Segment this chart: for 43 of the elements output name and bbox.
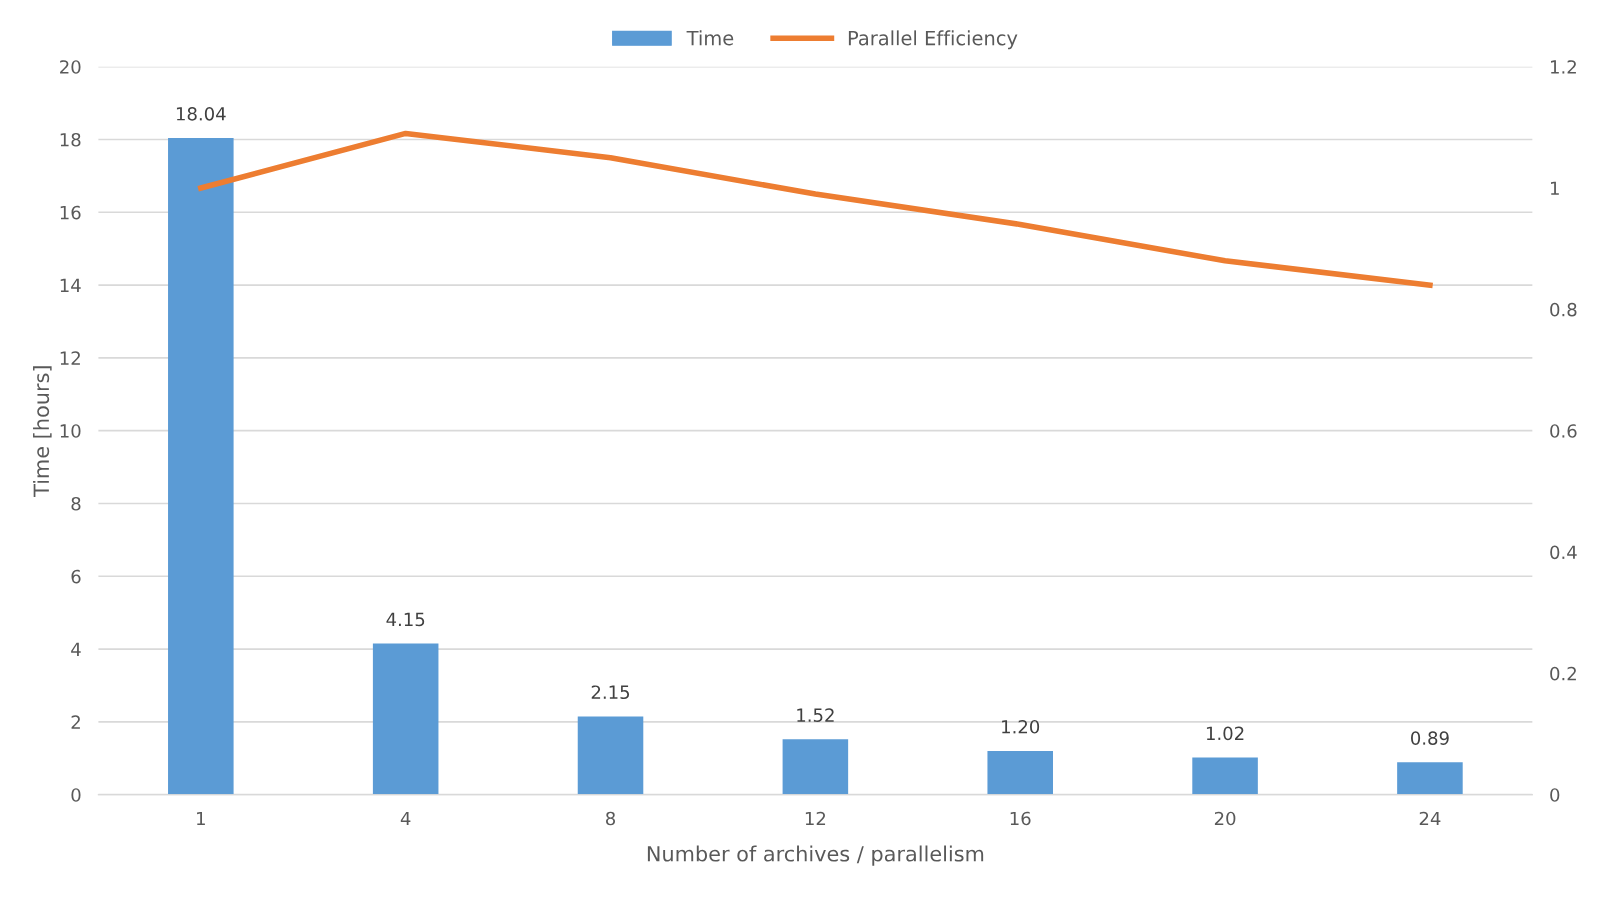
- y2-tick-label: 0.4: [1550, 545, 1577, 560]
- y-tick-label: 12: [60, 351, 80, 365]
- x-tick-label: 8: [606, 811, 616, 826]
- x-tick-label: 20: [1214, 811, 1236, 826]
- y-tick-label: 4: [71, 642, 81, 656]
- data-label: 1.02: [1206, 726, 1244, 741]
- legend-label: Time: [686, 30, 734, 46]
- y-tick-label: 0: [71, 788, 81, 802]
- y-axis-title: Time [hours]: [33, 366, 52, 497]
- bar: [168, 138, 234, 795]
- x-tick-label: 4: [400, 811, 411, 826]
- y2-tick-label: 1.2: [1551, 60, 1576, 74]
- y2-tick-label: 0.6: [1550, 424, 1577, 438]
- bar: [1397, 762, 1463, 795]
- y2-tick-label: 0.2: [1550, 666, 1576, 681]
- data-label: 0.89: [1411, 731, 1449, 745]
- bar: [782, 739, 849, 795]
- data-label: 4.15: [386, 612, 425, 627]
- bar: [372, 643, 439, 795]
- y-tick-label: 10: [60, 424, 81, 438]
- bar: [577, 716, 644, 795]
- y-tick-label: 16: [60, 205, 81, 220]
- y-tick-label: 18: [60, 132, 81, 147]
- y-tick-label: 8: [71, 496, 81, 511]
- x-tick-label: 12: [805, 811, 826, 826]
- x-tick-label: 24: [1419, 811, 1441, 826]
- y2-tick-label: 0.8: [1550, 302, 1577, 317]
- x-tick-label: 1: [197, 811, 205, 826]
- x-tick-label: 16: [1010, 811, 1031, 826]
- y2-tick-label: 1: [1551, 181, 1559, 195]
- data-label: 1.52: [797, 708, 834, 722]
- bar: [1192, 757, 1258, 795]
- y-tick-label: 6: [71, 569, 81, 584]
- y-tick-label: 20: [60, 60, 81, 74]
- x-axis-title: Number of archives / parallelism: [647, 845, 984, 866]
- bar: [987, 751, 1053, 795]
- data-label: 2.15: [591, 685, 630, 700]
- data-label: 1.20: [1002, 719, 1040, 734]
- y-tick-label: 2: [71, 715, 80, 729]
- y2-tick-label: 0: [1550, 788, 1560, 802]
- legend-label: Parallel Efficiency: [848, 30, 1018, 50]
- data-label: 18.04: [176, 106, 226, 121]
- y-tick-label: 14: [60, 278, 81, 292]
